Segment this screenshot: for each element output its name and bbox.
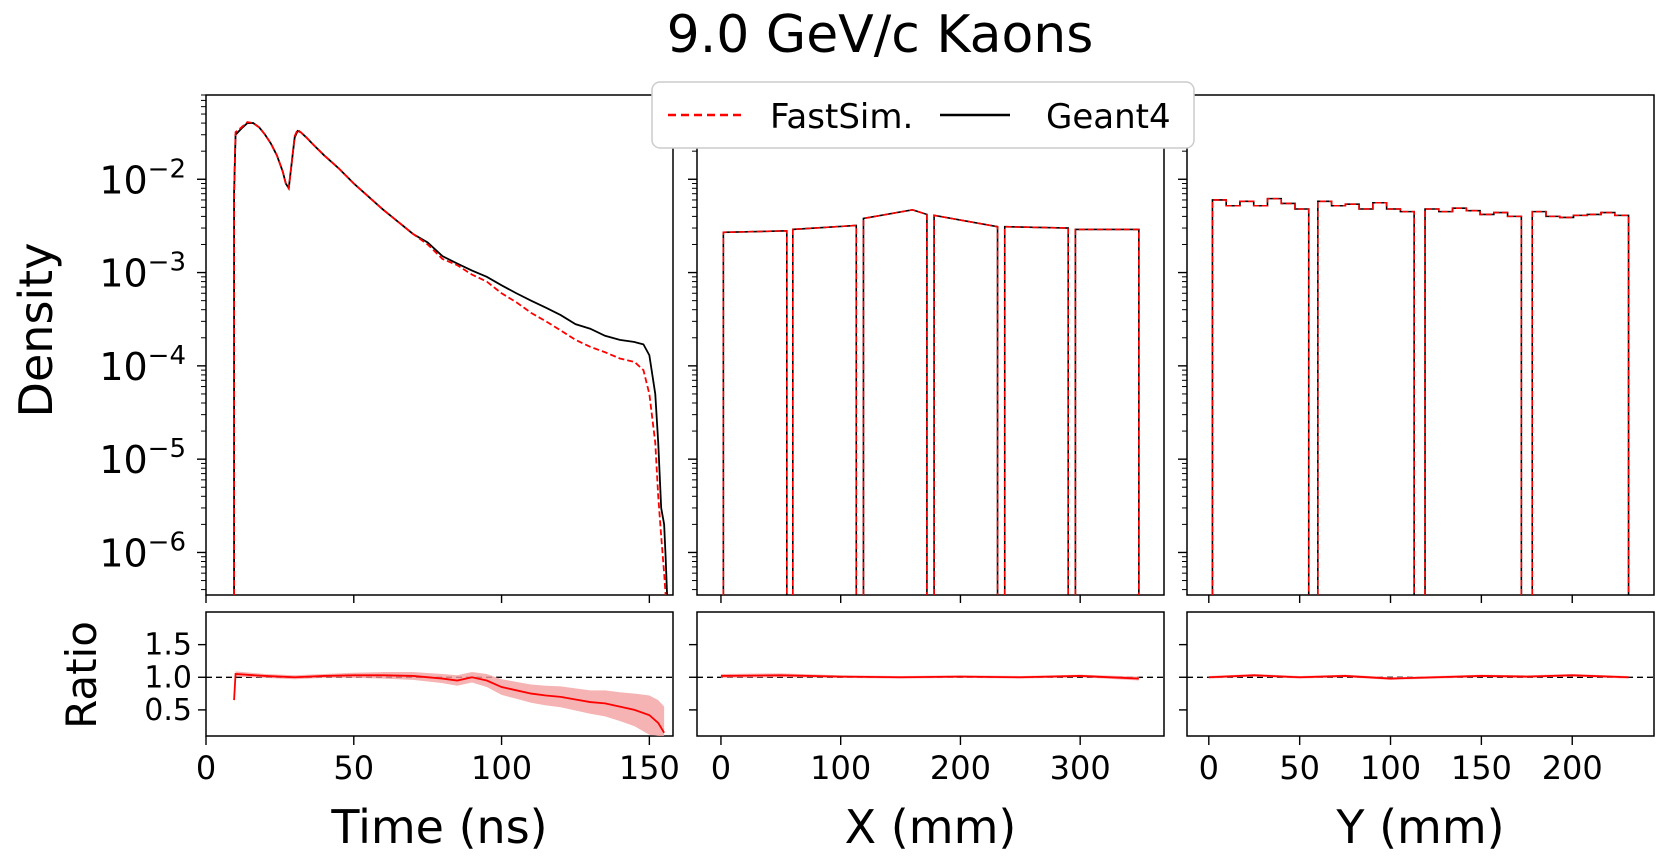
x-axis-label: X (mm) bbox=[845, 800, 1017, 854]
fastsim-segment bbox=[791, 224, 858, 595]
legend: FastSim. Geant4 bbox=[651, 81, 1195, 149]
ratio-error-band bbox=[234, 671, 665, 736]
fastsim-segment bbox=[1211, 197, 1310, 595]
main-axes-frame bbox=[696, 94, 1165, 596]
fastsim-series bbox=[233, 121, 667, 596]
geant4-segment bbox=[722, 230, 788, 595]
fastsim-segment bbox=[1003, 225, 1070, 595]
geant4-segment bbox=[1424, 207, 1523, 595]
legend-frame bbox=[651, 81, 1195, 149]
fastsim-segment bbox=[1424, 207, 1523, 595]
x-axis-label: Time (ns) bbox=[330, 800, 547, 854]
ratio-y-tick-label: 1.0 bbox=[144, 660, 192, 695]
x-tick-label: 150 bbox=[1451, 749, 1512, 787]
y-tick-label: 10−2 bbox=[99, 154, 186, 202]
ratio-line bbox=[233, 673, 665, 734]
ratio-axes-frame bbox=[696, 611, 1165, 737]
panel-time: 10−6 10−5 10−4 10−3 10−2 0 50 100 150 0.51.01.5 Ti… bbox=[99, 94, 680, 854]
panel-y: 0 50 100 150 200 Y (mm) bbox=[1178, 94, 1655, 854]
y-tick-label: 10−3 bbox=[99, 248, 186, 296]
fastsim-segment bbox=[1317, 200, 1415, 595]
geant4-segment bbox=[1074, 228, 1140, 595]
ratio-line bbox=[1208, 674, 1629, 680]
geant4-segment bbox=[862, 209, 928, 595]
x-tick-label: 200 bbox=[1542, 749, 1603, 787]
x-tick-label: 200 bbox=[930, 749, 991, 787]
ratio-axis-label: Ratio bbox=[57, 621, 106, 729]
fastsim-segment bbox=[1531, 210, 1630, 595]
panel-x: 0 100 200 300 X (mm) bbox=[688, 94, 1165, 854]
fastsim-segment bbox=[933, 214, 999, 595]
y-tick-label: 10−6 bbox=[99, 527, 186, 575]
x-tick-label: 0 bbox=[711, 749, 731, 787]
ratio-axes-frame bbox=[205, 611, 674, 737]
geant4-segment bbox=[933, 214, 999, 595]
legend-fastsim-label: FastSim. bbox=[770, 97, 913, 137]
y-tick-label: 10−5 bbox=[99, 434, 186, 482]
x-tick-label: 50 bbox=[333, 749, 374, 787]
ratio-y-tick-label: 1.5 bbox=[144, 628, 192, 663]
legend-geant4-label: Geant4 bbox=[1046, 97, 1171, 137]
fastsim-segment bbox=[722, 230, 788, 595]
x-tick-label: 100 bbox=[471, 749, 532, 787]
ratio-line bbox=[720, 674, 1139, 680]
x-tick-label: 0 bbox=[1199, 749, 1219, 787]
main-axes-frame bbox=[1186, 94, 1655, 596]
geant4-segment bbox=[1317, 200, 1415, 595]
y-axis-label: Density bbox=[9, 243, 63, 418]
geant4-segment bbox=[1211, 197, 1310, 595]
fastsim-segment bbox=[862, 209, 928, 595]
ratio-y-tick-label: 0.5 bbox=[144, 693, 192, 728]
main-axes-frame bbox=[205, 94, 674, 596]
x-tick-label: 50 bbox=[1279, 749, 1320, 787]
y-tick-label: 10−4 bbox=[99, 341, 186, 389]
geant4-segment bbox=[1003, 225, 1070, 595]
x-tick-label: 300 bbox=[1050, 749, 1111, 787]
ratio-axes-frame bbox=[1186, 611, 1655, 737]
x-tick-label: 100 bbox=[1360, 749, 1421, 787]
geant4-series bbox=[233, 122, 668, 596]
geant4-segment bbox=[1531, 210, 1630, 595]
x-tick-label: 150 bbox=[619, 749, 680, 787]
x-axis-label: Y (mm) bbox=[1335, 800, 1504, 854]
x-tick-label: 100 bbox=[810, 749, 871, 787]
x-tick-label: 0 bbox=[196, 749, 216, 787]
chart-title: 9.0 GeV/c Kaons bbox=[667, 5, 1094, 65]
geant4-segment bbox=[791, 224, 858, 595]
fastsim-segment bbox=[1074, 228, 1140, 595]
